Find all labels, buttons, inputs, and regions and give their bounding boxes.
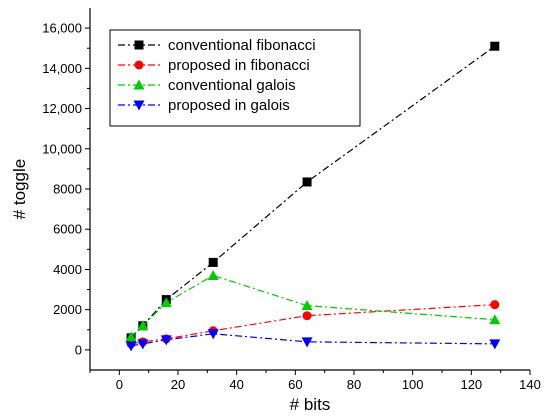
y-tick-label: 14,000	[42, 61, 82, 76]
legend-swatch-marker	[134, 40, 144, 50]
series-layer	[125, 41, 501, 352]
x-tick-label: 40	[229, 377, 243, 392]
data-point	[489, 339, 501, 350]
series-line	[130, 304, 495, 345]
x-tick-label: 60	[288, 377, 302, 392]
x-tick-label: 0	[116, 377, 123, 392]
data-point	[302, 311, 312, 321]
x-tick-label: 80	[347, 377, 361, 392]
legend-swatch-marker	[133, 79, 145, 90]
data-point	[301, 300, 313, 311]
x-tick-label: 20	[171, 377, 185, 392]
data-point	[160, 297, 172, 308]
series-2	[125, 269, 501, 342]
x-tick-label: 100	[402, 377, 424, 392]
y-axis-ticks: 0 2000 4000 6000 8000 10,000 12,000 14,000 16,00…	[42, 21, 90, 357]
data-point	[125, 341, 137, 352]
y-axis-label: # toggle	[10, 159, 29, 220]
data-point	[207, 329, 219, 340]
x-axis-label: # bits	[290, 395, 331, 414]
data-point	[302, 177, 312, 187]
x-tick-label: 120	[460, 377, 482, 392]
data-point	[301, 337, 313, 348]
data-point	[160, 335, 172, 346]
legend-label: conventional galois	[168, 77, 296, 94]
legend-swatch-marker	[133, 100, 145, 111]
legend-swatch-marker	[134, 60, 144, 70]
data-point	[125, 331, 137, 342]
legend-box	[109, 29, 361, 127]
data-point	[137, 320, 149, 331]
series-3	[125, 329, 501, 352]
legend-label: proposed in fibonacci	[168, 57, 310, 74]
y-tick-label: 4000	[53, 262, 82, 277]
data-point	[207, 269, 219, 280]
data-point	[208, 257, 218, 267]
series-line	[130, 45, 496, 339]
series-line	[130, 274, 495, 338]
y-tick-label: 6000	[53, 222, 82, 237]
data-point	[489, 314, 501, 325]
y-tick-label: 10,000	[42, 141, 82, 156]
y-tick-label: 8000	[53, 182, 82, 197]
y-tick-label: 2000	[53, 302, 82, 317]
y-tick-label: 0	[75, 342, 82, 357]
x-tick-label: 140	[519, 377, 541, 392]
legend-label: proposed in galois	[168, 97, 290, 114]
y-tick-label: 12,000	[42, 101, 82, 116]
data-point	[490, 41, 500, 51]
legend: conventional fibonacci proposed in fibona…	[109, 29, 361, 127]
x-axis-ticks: 0 20 40 60 80 100 120 140	[89, 370, 541, 392]
y-tick-label: 16,000	[42, 21, 82, 36]
data-point	[490, 300, 500, 310]
legend-label: conventional fibonacci	[168, 37, 316, 54]
series-1	[126, 300, 500, 349]
data-point	[137, 339, 149, 350]
